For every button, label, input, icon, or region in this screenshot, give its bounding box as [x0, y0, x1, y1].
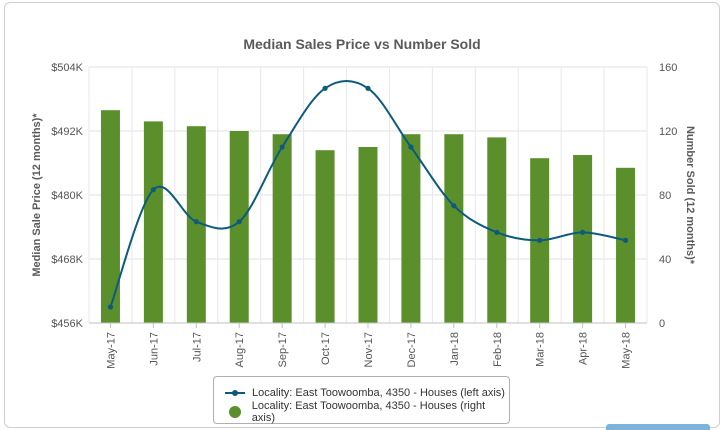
bar[interactable] — [358, 147, 378, 323]
line-point[interactable] — [365, 85, 371, 91]
legend-bar-swatch — [224, 406, 246, 418]
line-point[interactable] — [580, 229, 586, 235]
y-right-tick-label: 40 — [659, 254, 671, 266]
x-tick-label: Dec-17 — [406, 332, 418, 367]
y-left-tick-label: $492K — [51, 126, 83, 138]
bar[interactable] — [315, 150, 335, 323]
x-tick-label: Mar-18 — [535, 332, 547, 367]
legend-label-bar: Locality: East Toowoomba, 4350 - Houses … — [251, 400, 486, 424]
bar[interactable] — [444, 134, 464, 323]
line-point[interactable] — [193, 219, 199, 225]
line-point[interactable] — [494, 229, 500, 235]
x-tick-label: Oct-17 — [320, 332, 332, 365]
x-tick-label: May-17 — [105, 332, 117, 369]
line-point[interactable] — [150, 187, 156, 193]
y-right-tick-label: 160 — [659, 62, 677, 74]
y-right-tick-label: 0 — [659, 318, 665, 330]
x-tick-label: Feb-18 — [492, 332, 504, 367]
legend: Locality: East Toowoomba, 4350 - Houses … — [213, 376, 510, 424]
x-tick-label: Jun-17 — [148, 332, 160, 366]
line-point[interactable] — [279, 144, 285, 150]
line-point[interactable] — [622, 237, 629, 243]
y-right-tick-label: 80 — [659, 190, 671, 202]
line-point[interactable] — [236, 219, 242, 225]
y-axis-left-label: Median Sale Price (12 months)* — [31, 113, 43, 277]
chart-title: Median Sales Price vs Number Sold — [243, 36, 480, 52]
series-line — [109, 80, 626, 308]
x-tick-label: Aug-17 — [234, 332, 246, 367]
bar-series — [100, 110, 636, 324]
x-tick-label: Nov-17 — [363, 332, 375, 367]
y-axis-right-label: Number Sold (12 months)* — [684, 126, 696, 265]
y-left-tick-label: $468K — [51, 254, 83, 266]
line-point[interactable] — [537, 237, 543, 243]
line-point[interactable] — [322, 85, 328, 91]
bar[interactable] — [272, 134, 292, 323]
legend-label-line: Locality: East Toowoomba, 4350 - Houses … — [252, 387, 505, 399]
x-tick-label: May-18 — [621, 332, 633, 369]
line-point[interactable] — [408, 144, 414, 150]
y-left-tick-label: $456K — [51, 318, 83, 330]
y-left-tick-label: $504K — [51, 62, 83, 74]
x-tick-label: Jul-17 — [191, 332, 203, 362]
corner-button[interactable] — [606, 424, 710, 430]
bar[interactable] — [229, 131, 249, 323]
bar[interactable] — [573, 155, 593, 323]
y-right-tick-label: 120 — [659, 126, 677, 138]
x-tick-label: Apr-18 — [578, 332, 590, 365]
y-left-tick-label: $480K — [51, 190, 83, 202]
bar[interactable] — [616, 167, 636, 323]
line-series — [107, 80, 629, 310]
x-tick-label: Sep-17 — [277, 332, 289, 367]
axes: $456K $468K $480K $492K $504K 0 40 80 120 160 May-… — [51, 62, 677, 369]
bar[interactable] — [143, 121, 163, 324]
legend-item-bar[interactable]: Locality: East Toowoomba, 4350 - Houses … — [224, 400, 509, 424]
bar[interactable] — [401, 134, 421, 323]
line-point[interactable] — [107, 304, 114, 310]
x-tick-label: Jan-18 — [449, 332, 461, 366]
bar[interactable] — [100, 110, 120, 323]
legend-line-swatch — [224, 387, 246, 399]
legend-item-line[interactable]: Locality: East Toowoomba, 4350 - Houses … — [224, 385, 505, 401]
bar[interactable] — [186, 126, 206, 323]
line-point[interactable] — [451, 203, 457, 209]
